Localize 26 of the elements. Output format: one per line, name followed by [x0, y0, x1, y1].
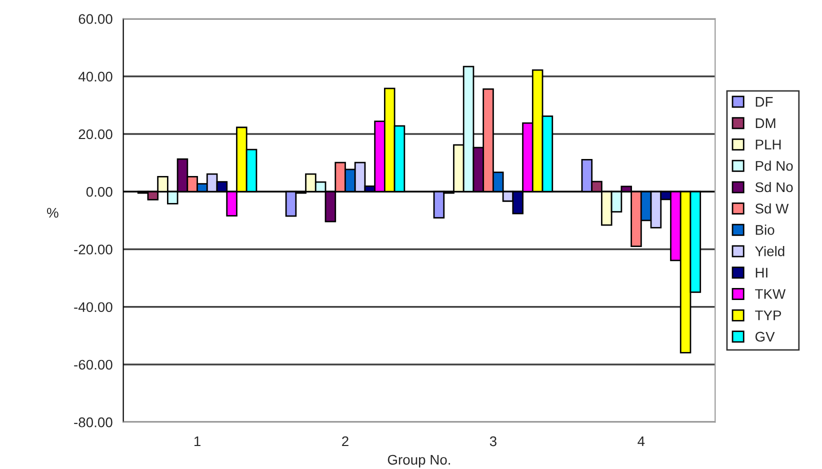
- legend-label: PLH: [756, 140, 781, 150]
- y-tick-label: -20.00: [74, 244, 112, 254]
- legend-label: TKW: [755, 289, 786, 299]
- y-tick-label: 0.00: [86, 186, 112, 197]
- legend-label: Bio: [756, 224, 774, 235]
- y-tick-label: -80.00: [74, 417, 112, 428]
- y-tick-label: -60.00: [74, 360, 112, 370]
- y-tick-label: 40.00: [78, 72, 112, 82]
- legend-label: GV: [755, 332, 775, 342]
- legend-label: HI: [756, 268, 768, 278]
- legend-label: Yield: [755, 246, 784, 256]
- x-tick-label: 3: [490, 436, 496, 446]
- legend-label: Sd No: [755, 182, 793, 192]
- y-tick-label: 20.00: [78, 129, 112, 140]
- y-tick-label: -40.00: [74, 302, 112, 312]
- x-tick-label: 2: [342, 436, 348, 446]
- x-tick-label: 1: [194, 436, 200, 446]
- legend-label: DF: [756, 97, 773, 107]
- y-axis-title: %: [46, 208, 58, 218]
- legend-label: DM: [756, 118, 776, 128]
- legend-label: Pd No: [756, 160, 793, 171]
- legend-label: TYP: [755, 310, 782, 320]
- x-tick-label: 4: [638, 436, 645, 446]
- x-axis-title: Group No.: [388, 454, 450, 468]
- legend-label: Sd W: [755, 203, 789, 214]
- y-tick-label: 60.00: [78, 14, 112, 24]
